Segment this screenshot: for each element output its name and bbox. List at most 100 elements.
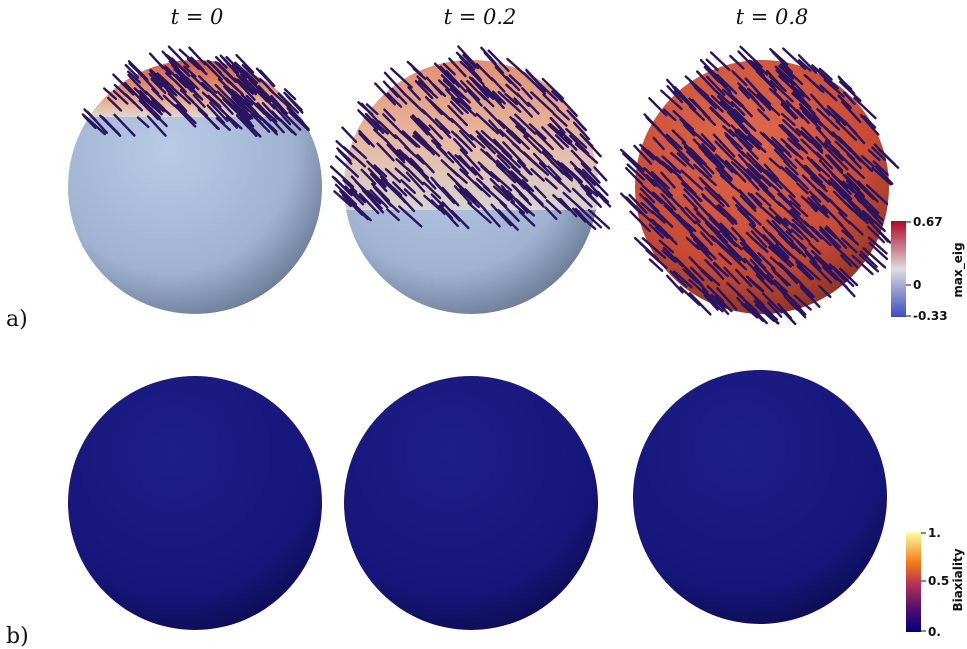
director-streak xyxy=(703,92,724,113)
director-streak xyxy=(863,115,877,129)
director-streak xyxy=(452,156,469,175)
director-streak xyxy=(721,88,743,108)
director-streak xyxy=(235,53,255,74)
director-streak xyxy=(756,93,771,107)
director-streak xyxy=(222,96,235,110)
director-streak xyxy=(823,78,845,98)
director-streak xyxy=(766,219,788,241)
director-streak xyxy=(250,107,268,125)
director-streak xyxy=(151,87,164,101)
director-streak xyxy=(807,196,828,217)
director-streak xyxy=(496,154,511,169)
director-streak xyxy=(245,94,266,115)
director-streak xyxy=(572,121,591,141)
director-field-t02 xyxy=(329,45,612,231)
director-streak xyxy=(639,187,656,204)
director-streak xyxy=(794,83,811,101)
director-streak xyxy=(808,190,822,203)
director-streak xyxy=(717,194,730,208)
director-streak xyxy=(239,115,262,138)
director-streak xyxy=(789,200,809,218)
director-streak xyxy=(369,172,388,193)
director-streak xyxy=(358,192,380,215)
director-streak xyxy=(714,140,734,161)
director-streak xyxy=(840,237,858,254)
director-streak xyxy=(768,157,782,170)
director-streak xyxy=(441,186,460,207)
director-streak xyxy=(703,294,719,311)
director-streak xyxy=(753,266,774,286)
director-streak xyxy=(649,218,674,241)
director-streak xyxy=(430,193,445,208)
director-streak xyxy=(688,278,713,301)
director-streak xyxy=(283,88,297,101)
director-streak xyxy=(404,145,425,165)
director-streak xyxy=(736,128,761,151)
director-streak xyxy=(179,88,195,103)
director-streak xyxy=(867,225,886,244)
director-streak xyxy=(827,154,844,172)
director-streak xyxy=(677,175,697,196)
colorbar-biaxiality-title: Biaxiality xyxy=(951,548,965,611)
director-streak xyxy=(739,45,763,69)
director-streak xyxy=(257,84,279,108)
director-streak xyxy=(455,182,477,204)
director-streak xyxy=(167,45,190,68)
director-streak xyxy=(777,192,801,216)
director-streak xyxy=(459,148,481,172)
director-streak xyxy=(513,97,534,118)
director-streak xyxy=(515,92,530,108)
director-streak xyxy=(455,88,471,104)
director-streak xyxy=(466,79,487,101)
director-streak xyxy=(645,249,668,269)
director-streak xyxy=(151,99,165,113)
director-streak xyxy=(384,138,406,162)
director-streak xyxy=(781,112,796,127)
director-streak xyxy=(737,50,760,73)
director-streak xyxy=(497,90,522,113)
director-streak xyxy=(434,118,451,134)
director-streak xyxy=(508,74,522,87)
director-streak xyxy=(286,106,301,122)
director-streak xyxy=(382,80,399,98)
director-streak xyxy=(688,105,705,122)
director-streak xyxy=(158,63,172,76)
director-streak xyxy=(676,152,695,170)
director-streak xyxy=(792,91,806,104)
director-streak xyxy=(800,130,824,152)
director-streak xyxy=(406,167,425,186)
director-streak xyxy=(825,108,840,123)
director-streak xyxy=(382,113,403,134)
director-streak xyxy=(489,171,513,192)
director-streak xyxy=(787,133,805,152)
director-streak xyxy=(371,118,389,135)
director-streak xyxy=(175,73,194,93)
director-streak xyxy=(771,219,785,234)
director-streak xyxy=(759,131,784,155)
director-streak xyxy=(450,96,469,115)
director-streak xyxy=(442,79,465,100)
director-streak xyxy=(758,183,773,197)
director-streak xyxy=(490,203,512,227)
director-streak xyxy=(577,180,593,195)
director-streak xyxy=(268,109,282,122)
director-streak xyxy=(652,136,665,151)
director-streak xyxy=(510,130,530,150)
director-streak xyxy=(846,172,866,191)
director-streak xyxy=(216,61,237,83)
director-streak xyxy=(819,228,839,250)
director-streak xyxy=(866,208,884,226)
director-streak xyxy=(661,249,677,264)
director-streak xyxy=(580,184,602,209)
director-streak xyxy=(469,66,483,82)
director-streak xyxy=(727,243,747,264)
director-streak xyxy=(788,194,801,208)
director-streak xyxy=(702,144,725,169)
director-streak xyxy=(839,267,859,287)
director-streak xyxy=(634,164,657,187)
director-streak xyxy=(595,182,609,197)
director-streak xyxy=(782,47,807,70)
director-streak xyxy=(770,177,783,190)
director-streak xyxy=(734,268,753,288)
